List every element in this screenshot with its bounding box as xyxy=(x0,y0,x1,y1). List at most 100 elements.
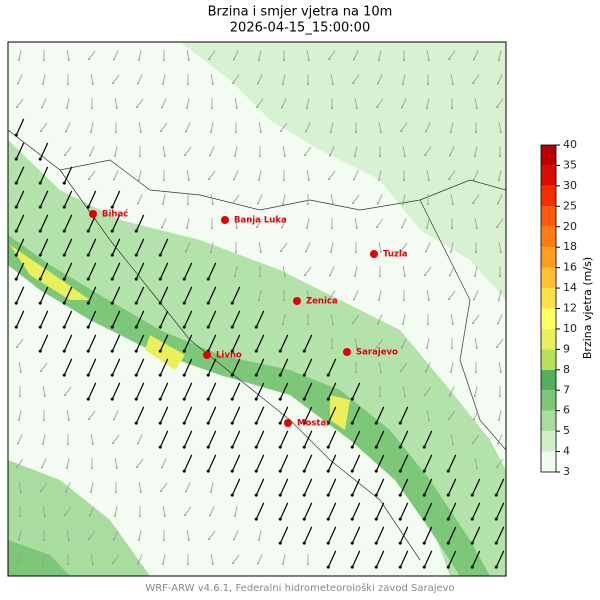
colorbar-segment xyxy=(541,165,556,186)
wind-arrow-head xyxy=(278,445,282,449)
wind-arrow xyxy=(232,554,240,564)
wind-arrow-head xyxy=(496,82,499,85)
wind-arrow-head xyxy=(426,82,429,85)
wind-arrow xyxy=(401,98,407,108)
wind-arrow-head xyxy=(160,226,163,229)
wind-arrow xyxy=(351,382,361,400)
wind-arrow-head xyxy=(376,106,379,109)
wind-arrow xyxy=(474,386,478,396)
wind-arrow-head xyxy=(427,178,430,181)
footer: WRF-ARW v4.6.1, Federalni hidrometeorolo… xyxy=(145,582,454,594)
wind-arrow-head xyxy=(110,325,114,329)
wind-arrow xyxy=(137,74,143,84)
wind-arrow-head xyxy=(498,154,501,157)
wind-arrow-head xyxy=(110,229,114,233)
wind-arrow xyxy=(375,478,385,496)
wind-arrow xyxy=(15,190,25,208)
wind-arrow xyxy=(375,430,385,448)
wind-arrow-head xyxy=(306,202,309,205)
wind-arrow xyxy=(207,286,217,304)
wind-arrow xyxy=(496,338,504,348)
wind-arrow-head xyxy=(14,205,18,209)
wind-arrow xyxy=(450,74,454,84)
wind-arrow xyxy=(231,454,241,472)
wind-arrow-head xyxy=(282,58,285,61)
colorbar-tick-label: 40 xyxy=(563,138,577,151)
wind-arrow-head xyxy=(160,466,163,469)
wind-arrow xyxy=(495,550,505,568)
wind-arrow xyxy=(450,194,454,204)
map-title: Brzina i smjer vjetra na 10m xyxy=(208,5,393,20)
wind-arrow xyxy=(41,458,47,468)
wind-arrow-head xyxy=(230,397,234,401)
wind-arrow-head xyxy=(305,226,308,229)
wind-arrow xyxy=(231,478,241,496)
wind-arrow-head xyxy=(64,130,67,133)
wind-arrow xyxy=(376,338,384,348)
colorbar-segment xyxy=(541,328,556,350)
wind-arrow xyxy=(279,454,289,472)
colorbar-label: Brzina vjetra (m/s) xyxy=(581,257,594,359)
wind-arrow xyxy=(352,314,360,324)
wind-arrow xyxy=(63,310,73,328)
wind-arrow xyxy=(90,434,94,444)
wind-arrow-head xyxy=(86,373,90,377)
wind-arrow xyxy=(209,506,215,516)
colorbar-tick-label: 25 xyxy=(563,199,577,212)
wind-arrow xyxy=(39,166,49,184)
wind-arrow-head xyxy=(448,298,451,301)
wind-zone xyxy=(8,460,150,576)
wind-arrow-head xyxy=(62,229,66,233)
wind-arrow-head xyxy=(38,157,42,161)
wind-arrow-head xyxy=(158,349,162,353)
wind-arrow xyxy=(498,362,502,372)
wind-arrow xyxy=(330,194,334,204)
wind-arrow-head xyxy=(449,130,452,133)
wind-arrow xyxy=(400,242,408,252)
wind-arrow-head xyxy=(426,202,429,205)
wind-arrow xyxy=(279,334,289,352)
wind-arrow-head xyxy=(400,250,403,253)
wind-arrow-head xyxy=(257,538,260,541)
wind-arrow xyxy=(87,190,97,208)
colorbar-tick-label: 7 xyxy=(563,383,570,396)
wind-arrow-head xyxy=(14,253,18,257)
colorbar-tick-label: 3 xyxy=(563,465,570,478)
wind-arrow xyxy=(160,482,168,492)
wind-arrow-head xyxy=(352,178,355,181)
map-subtitle: 2026-04-15_15:00:00 xyxy=(230,21,370,36)
wind-arrow xyxy=(497,74,503,84)
wind-arrow-head xyxy=(206,445,210,449)
wind-arrow-head xyxy=(112,562,115,565)
wind-arrow xyxy=(281,218,287,228)
wind-arrow xyxy=(209,146,215,156)
wind-arrow xyxy=(498,50,502,60)
wind-arrow xyxy=(351,454,361,472)
wind-arrow xyxy=(280,242,288,252)
wind-arrow xyxy=(135,382,145,400)
wind-arrow-head xyxy=(208,514,211,517)
colorbar-tick-label: 14 xyxy=(563,281,577,294)
wind-arrow xyxy=(63,238,73,256)
wind-arrow xyxy=(66,410,70,420)
wind-arrow xyxy=(426,50,430,60)
wind-arrow-head xyxy=(90,106,93,109)
wind-arrow xyxy=(377,74,383,84)
wind-arrow-head xyxy=(206,373,210,377)
wind-arrow xyxy=(330,74,334,84)
wind-arrow-head xyxy=(184,154,187,157)
wind-arrow xyxy=(183,454,193,472)
wind-arrow-head xyxy=(134,277,138,281)
wind-arrow xyxy=(402,74,406,84)
wind-arrow-head xyxy=(425,226,428,229)
wind-arrow-head xyxy=(281,82,284,85)
wind-arrow-head xyxy=(424,130,427,133)
wind-arrow-head xyxy=(113,154,116,157)
wind-arrow-head xyxy=(158,253,162,257)
wind-arrow xyxy=(210,242,214,252)
wind-arrow-head xyxy=(254,349,258,353)
wind-arrow xyxy=(231,310,241,328)
wind-arrow xyxy=(162,506,166,516)
wind-arrow xyxy=(495,502,505,520)
wind-arrow-head xyxy=(254,397,258,401)
